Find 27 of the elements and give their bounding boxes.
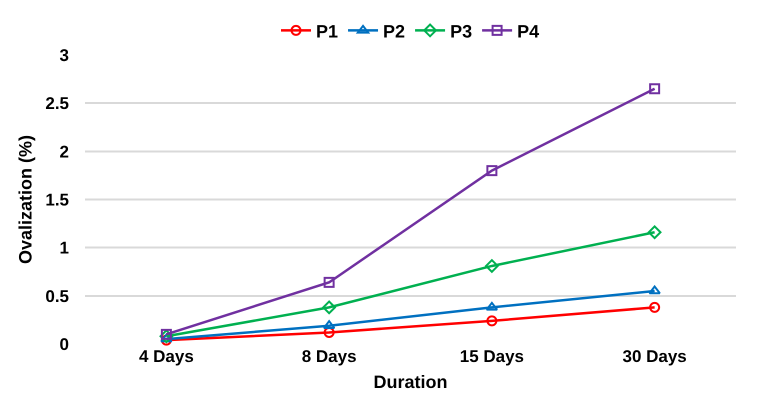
x-tick-label: 30 Days	[622, 347, 687, 366]
y-tick-label: 1	[60, 238, 69, 258]
y-tick-label: 0.5	[45, 286, 69, 306]
x-tick-label: 4 Days	[138, 347, 194, 366]
point	[486, 165, 498, 176]
point	[486, 315, 498, 326]
legend-label: P1	[316, 21, 338, 42]
point	[160, 329, 174, 344]
y-tick-label: 0	[60, 334, 69, 354]
point	[649, 83, 660, 94]
y-tick-label: 1.5	[45, 190, 69, 210]
y-axis-title: Ovalization (%)	[16, 134, 36, 264]
x-axis-title: Duration	[374, 372, 448, 392]
x-tick-label: 8 Days	[302, 347, 357, 366]
point	[322, 300, 336, 314]
legend-label: P3	[450, 21, 472, 42]
legend-label: P4	[517, 21, 540, 42]
point	[649, 302, 660, 313]
y-tick-label: 2	[60, 142, 69, 162]
point	[324, 276, 335, 288]
point	[486, 302, 498, 311]
point	[485, 259, 499, 273]
y-tick-label: 3	[60, 46, 69, 65]
x-tick-label: 15 Days	[460, 347, 524, 366]
point	[648, 225, 662, 240]
legend-label: P2	[383, 21, 406, 42]
y-tick-label: 2.5	[45, 94, 69, 114]
